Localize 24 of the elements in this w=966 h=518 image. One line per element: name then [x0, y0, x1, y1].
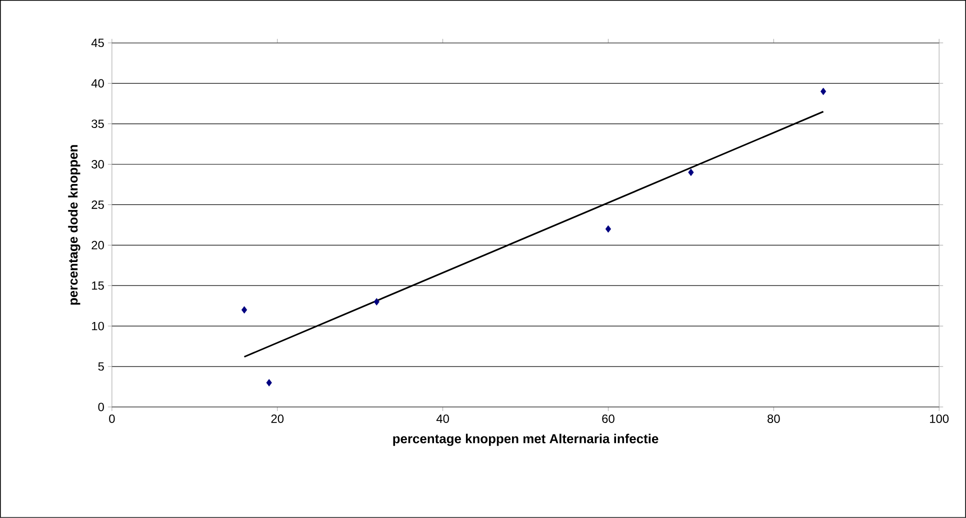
y-tick-label: 45 [91, 38, 104, 48]
y-axis-title: percentage dode knoppen [68, 145, 80, 305]
y-tick-label: 5 [98, 362, 104, 371]
y-tick-label: 35 [92, 120, 104, 128]
x-tick-label: 60 [602, 414, 614, 423]
y-tick-label: 30 [92, 160, 104, 169]
point [374, 298, 380, 306]
x-tick-label: 100 [930, 414, 949, 423]
y-tick-label: 15 [92, 281, 104, 290]
x-tick-label: 0 [109, 414, 115, 423]
x-axis-title: percentage knoppen met Alternaria infectie [393, 434, 658, 446]
y-tick-label: 40 [91, 79, 104, 88]
point [605, 225, 612, 233]
point [820, 88, 826, 96]
y-tick-label: 0 [98, 402, 104, 412]
point [266, 379, 272, 386]
x-tick-label: 40 [436, 414, 449, 423]
x-tick-label: 20 [271, 414, 284, 423]
y-tick-label: 10 [92, 322, 104, 330]
x-tick-label: 80 [768, 414, 780, 423]
point [241, 306, 248, 314]
y-tick-label: 20 [92, 240, 104, 250]
point [688, 168, 694, 176]
y-tick-label: 25 [92, 200, 104, 209]
